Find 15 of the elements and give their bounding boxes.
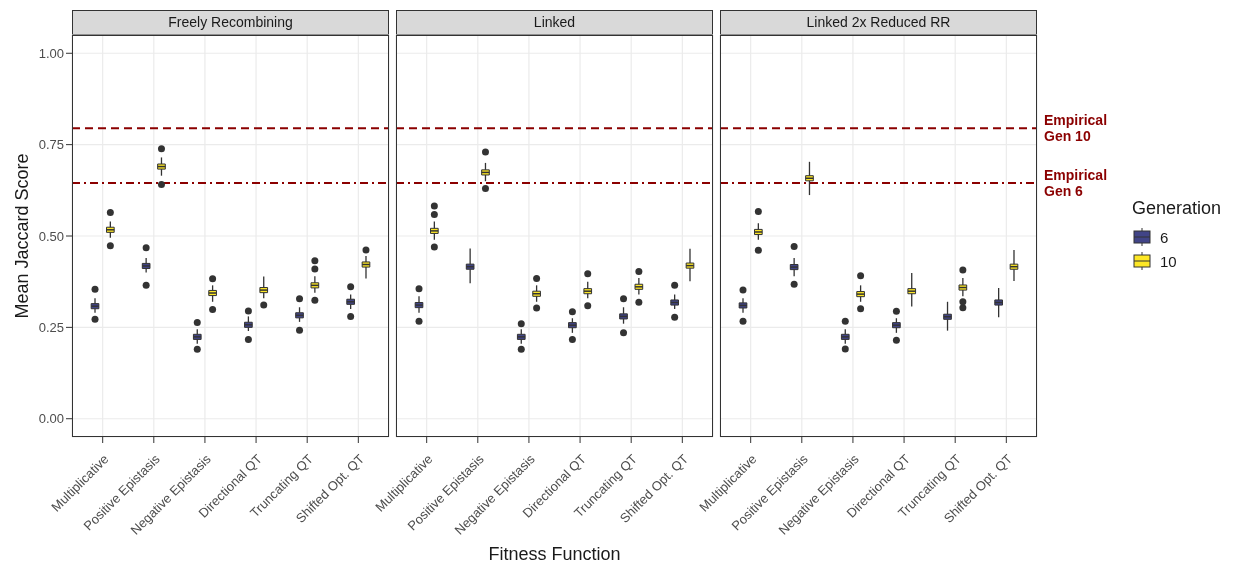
y-tick-label: 0.50 [38, 228, 64, 244]
y-tick-label: 0.75 [38, 137, 64, 153]
ref-line-label: Empirical Gen 10 [1044, 112, 1108, 145]
chart-title: Freely Recombining [72, 10, 389, 35]
chart-title: Linked 2x Reduced RR [720, 10, 1037, 35]
ref-line-label: Empirical Gen 6 [1044, 167, 1108, 200]
y-tick-label: 0.25 [38, 319, 64, 335]
y-tick-label: 1.00 [38, 45, 64, 61]
legend-label: 10 [1160, 252, 1177, 270]
legend-title: Generation [1132, 198, 1222, 219]
legend-label: 6 [1160, 228, 1169, 246]
chart-title: Linked [396, 10, 713, 35]
y-axis-title: Mean Jaccard Score [12, 153, 33, 319]
y-tick-label: 0.00 [38, 411, 64, 427]
x-axis-title: Fitness Function [488, 544, 621, 564]
